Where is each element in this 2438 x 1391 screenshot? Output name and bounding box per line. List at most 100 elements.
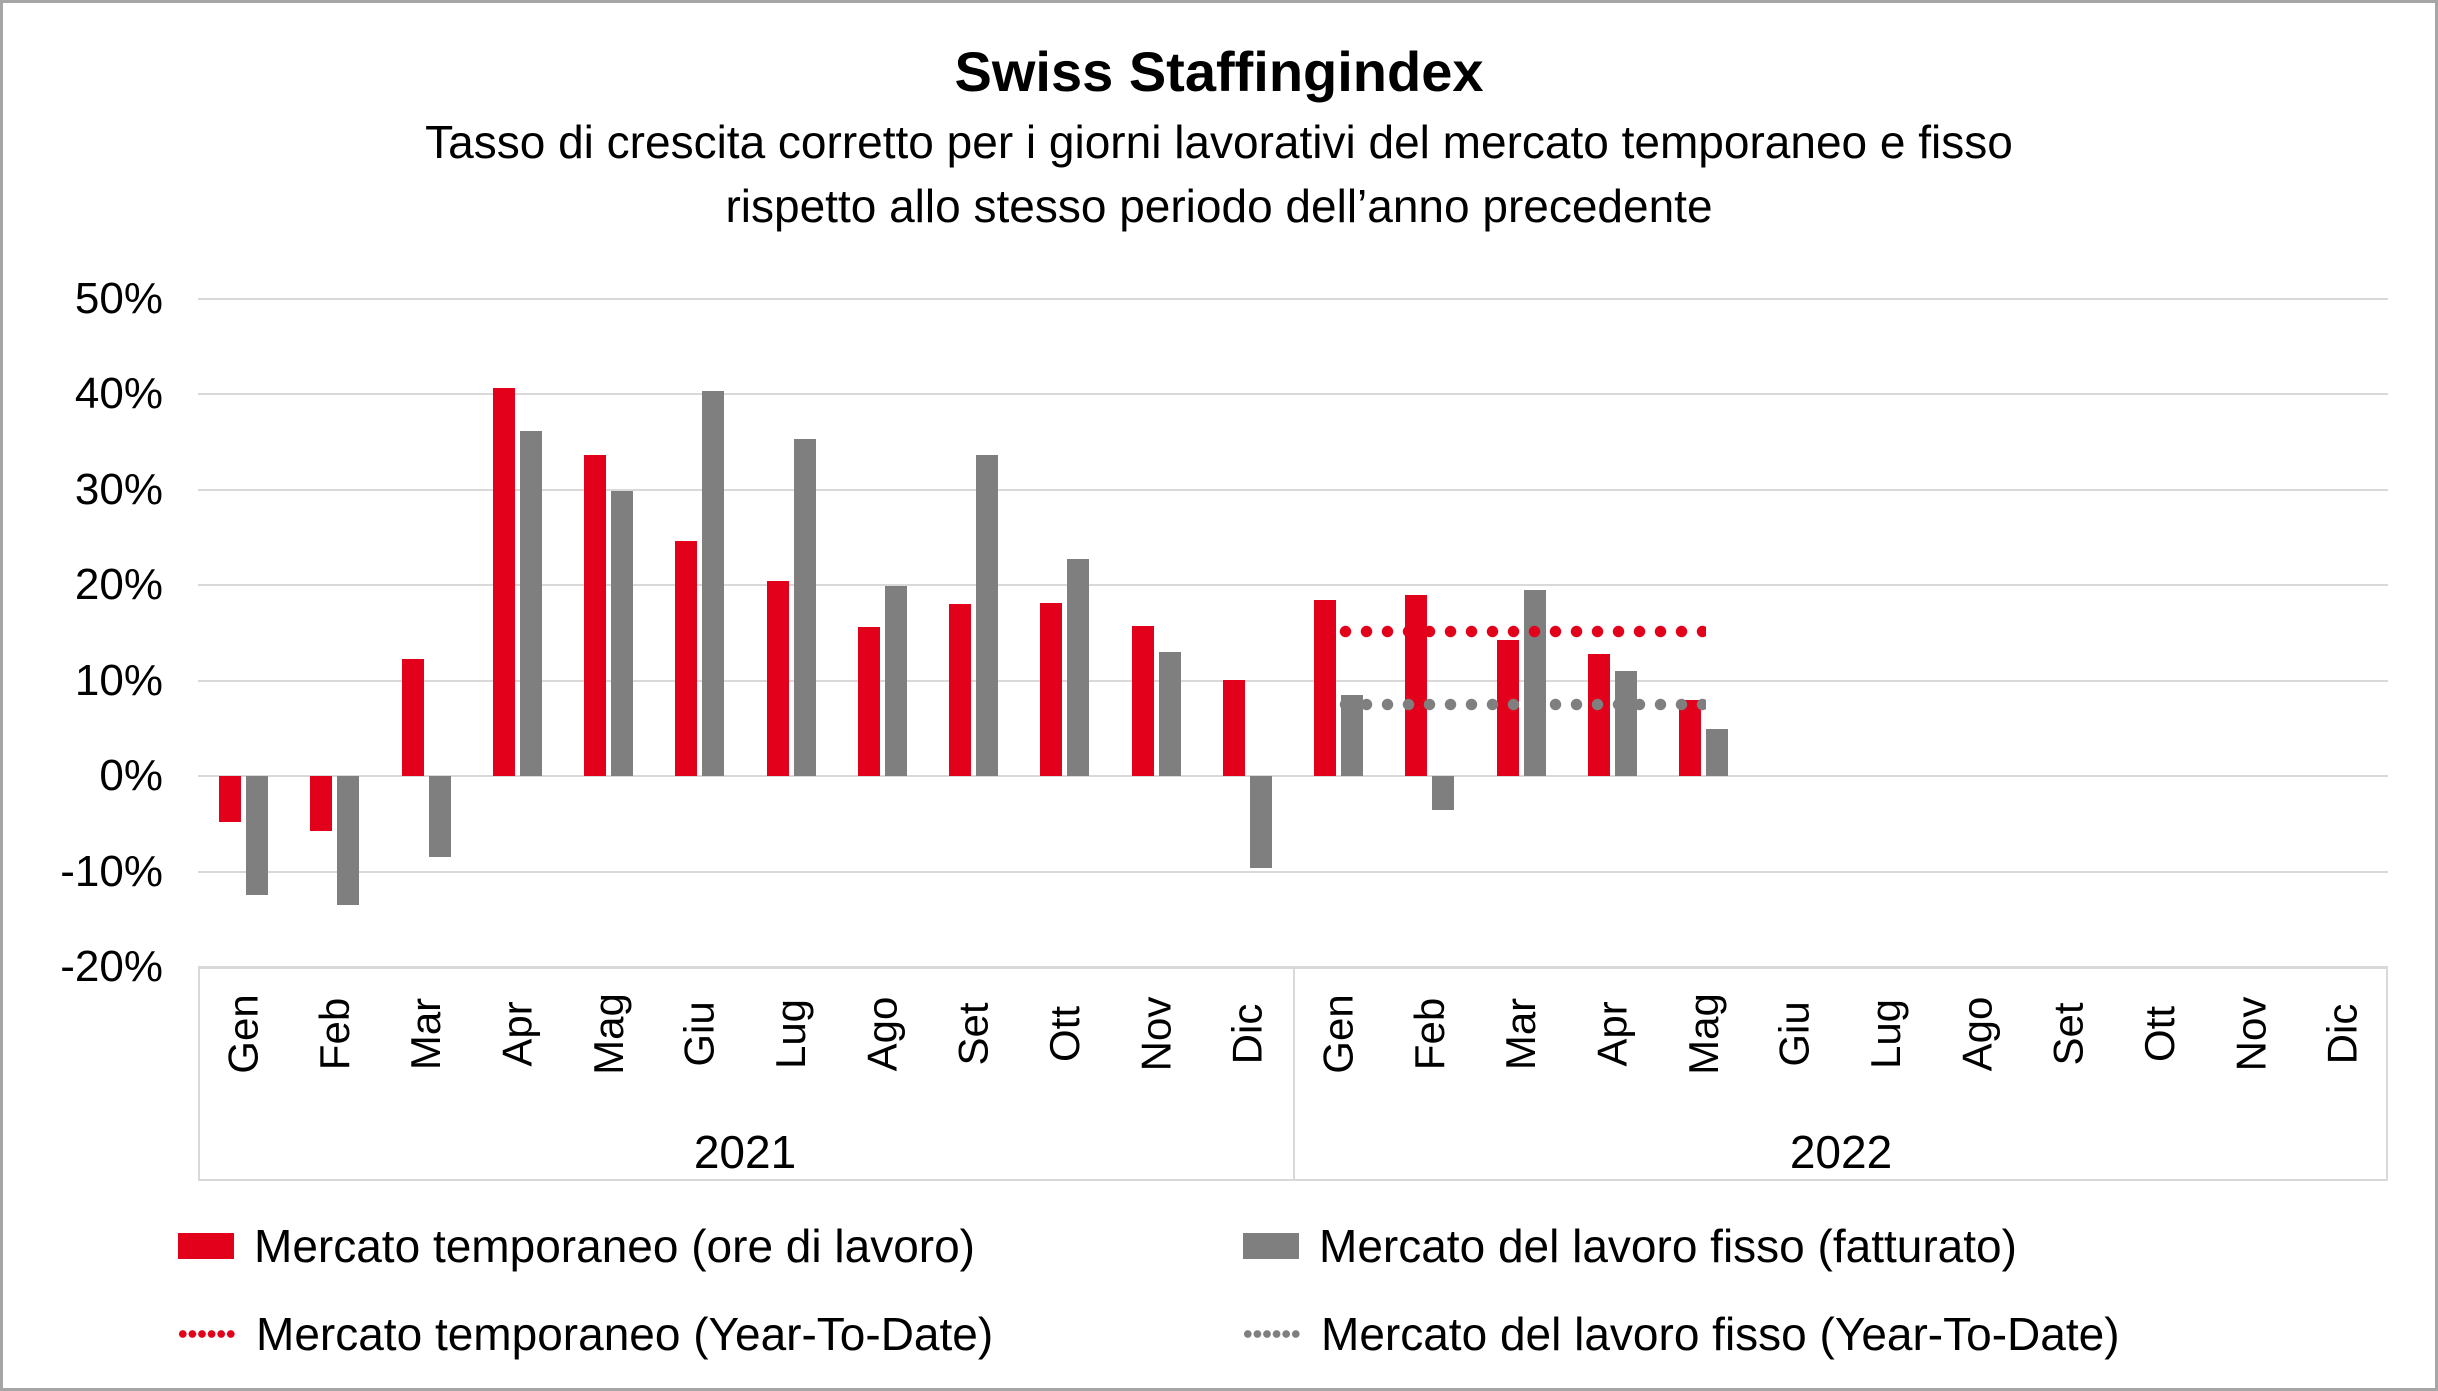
chart-subtitle-line2: rispetto allo stesso periodo dell’anno p… — [725, 180, 1713, 232]
legend-item-temporaneo-ytd: Mercato temporaneo (Year-To-Date) — [178, 1304, 993, 1364]
bar-temporaneo-ott-2021 — [1040, 603, 1063, 777]
gridline-40 — [198, 393, 2388, 396]
month-label-text: Set — [949, 1002, 997, 1066]
year-separator-line — [1293, 967, 1295, 1181]
month-label-text: Ago — [1953, 996, 2001, 1072]
month-label-text: Mar — [402, 997, 450, 1071]
month-label-dic-2021: Dic — [1223, 975, 1271, 1093]
year-label-2021: 2021 — [693, 1126, 797, 1178]
legend-label-fisso: Mercato del lavoro fisso (fatturato) — [1319, 1220, 2017, 1272]
bar-temporaneo-nov-2021 — [1131, 626, 1154, 777]
bar-fisso-ott-2021 — [1067, 558, 1090, 777]
month-label-set-2021: Set — [949, 975, 997, 1093]
month-label-text: Ott — [2135, 1005, 2183, 1063]
month-label-text: Mag — [584, 993, 632, 1075]
month-label-mag-2022: Mag — [1679, 975, 1727, 1093]
bar-temporaneo-apr-2022 — [1587, 653, 1610, 777]
month-label-text: Lug — [1862, 998, 1910, 1070]
month-label-text: Nov — [1132, 996, 1180, 1072]
month-label-giu-2021: Giu — [675, 975, 723, 1093]
month-label-text: Feb — [310, 997, 358, 1071]
y-axis-tick-label: 10% — [74, 655, 163, 705]
month-label-text: Mag — [1679, 993, 1727, 1075]
bar-fisso-mar-2022 — [1523, 590, 1546, 777]
month-label-text: Giu — [1770, 1001, 1818, 1067]
ytd-line-fisso — [1334, 698, 1706, 712]
bar-fisso-feb-2021 — [337, 776, 360, 905]
legend-label-temporaneo: Mercato temporaneo (ore di lavoro) — [254, 1220, 975, 1272]
month-label-ago-2021: Ago — [858, 975, 906, 1093]
month-label-dic-2022: Dic — [2318, 975, 2366, 1093]
gridline-50 — [198, 298, 2388, 300]
bar-temporaneo-giu-2021 — [675, 541, 698, 777]
bar-temporaneo-feb-2021 — [310, 776, 333, 832]
bar-temporaneo-mag-2022 — [1679, 699, 1702, 777]
gridline-20 — [198, 584, 2388, 587]
month-label-set-2022: Set — [2044, 975, 2092, 1093]
bar-temporaneo-ago-2021 — [857, 627, 880, 777]
bar-temporaneo-gen-2022 — [1314, 599, 1337, 777]
y-axis-tick-label: -10% — [60, 846, 163, 896]
month-label-mar-2021: Mar — [402, 975, 450, 1093]
bar-temporaneo-lug-2021 — [766, 581, 789, 777]
ytd-line-temporaneo — [1334, 624, 1706, 638]
bar-fisso-nov-2021 — [1158, 652, 1181, 777]
month-label-nov-2021: Nov — [1132, 975, 1180, 1093]
month-label-text: Ott — [1040, 1005, 1088, 1063]
bar-fisso-giu-2021 — [702, 390, 725, 777]
month-label-text: Apr — [1588, 1001, 1636, 1067]
month-label-text: Giu — [675, 1001, 723, 1067]
month-label-text: Gen — [219, 994, 267, 1074]
month-label-lug-2021: Lug — [767, 975, 815, 1093]
month-label-text: Nov — [2227, 996, 2275, 1072]
y-axis-tick-label: 30% — [74, 464, 163, 514]
legend-item-temporaneo: Mercato temporaneo (ore di lavoro) — [178, 1216, 975, 1276]
bar-temporaneo-dic-2021 — [1222, 679, 1245, 777]
month-label-giu-2022: Giu — [1770, 975, 1818, 1093]
y-axis-tick-label: 40% — [74, 369, 163, 419]
bar-fisso-mag-2022 — [1706, 729, 1729, 777]
legend-swatch-temporaneo — [178, 1233, 234, 1259]
bar-fisso-dic-2021 — [1249, 776, 1272, 868]
bar-temporaneo-feb-2022 — [1405, 594, 1428, 777]
legend-item-fisso: Mercato del lavoro fisso (fatturato) — [1243, 1216, 2017, 1276]
bar-temporaneo-apr-2021 — [492, 387, 515, 777]
bar-fisso-gen-2022 — [1341, 695, 1364, 777]
bar-fisso-mar-2021 — [428, 776, 451, 858]
y-axis-tick-label: -20% — [60, 942, 163, 991]
bar-fisso-gen-2021 — [246, 776, 269, 896]
month-label-apr-2022: Apr — [1588, 975, 1636, 1093]
month-label-text: Gen — [1314, 994, 1362, 1074]
bar-fisso-ago-2021 — [884, 586, 907, 777]
month-label-feb-2022: Feb — [1406, 975, 1453, 1093]
gridline-30 — [198, 488, 2388, 491]
bar-temporaneo-gen-2021 — [219, 776, 242, 822]
legend-label-fisso-ytd: Mercato del lavoro fisso (Year-To-Date) — [1321, 1308, 2120, 1360]
month-label-text: Ago — [858, 996, 906, 1072]
month-label-feb-2021: Feb — [310, 975, 358, 1093]
bar-fisso-lug-2021 — [793, 439, 816, 777]
chart-title: Swiss Staffingindex — [954, 40, 1484, 103]
month-label-mag-2021: Mag — [584, 975, 632, 1093]
y-axis-tick-label: 20% — [74, 560, 163, 610]
bar-temporaneo-mar-2021 — [401, 658, 424, 777]
year-label-2022: 2022 — [1789, 1126, 1893, 1178]
month-label-text: Dic — [2318, 1003, 2366, 1065]
month-label-text: Mar — [1497, 997, 1545, 1071]
y-axis-tick-label: 50% — [74, 274, 163, 323]
bar-temporaneo-mag-2021 — [584, 454, 607, 777]
bar-fisso-mag-2021 — [611, 490, 634, 777]
month-label-text: Apr — [493, 1001, 541, 1067]
month-label-text: Lug — [767, 998, 815, 1070]
month-label-ago-2022: Ago — [1953, 975, 2001, 1093]
bar-fisso-apr-2022 — [1614, 671, 1637, 777]
legend-label-temporaneo-ytd: Mercato temporaneo (Year-To-Date) — [256, 1308, 994, 1360]
month-label-gen-2021: Gen — [219, 975, 267, 1093]
bar-fisso-set-2021 — [976, 454, 999, 777]
gridline-10 — [198, 679, 2388, 682]
legend-item-fisso-ytd: Mercato del lavoro fisso (Year-To-Date) — [1243, 1304, 2120, 1364]
legend-swatch-fisso-ytd — [1243, 1328, 1301, 1340]
month-label-text: Set — [2044, 1002, 2092, 1066]
month-label-text: Dic — [1223, 1003, 1271, 1065]
